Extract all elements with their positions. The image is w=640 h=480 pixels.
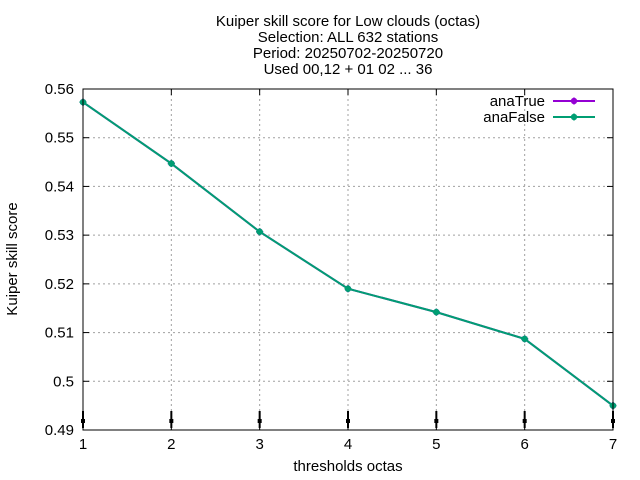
y-tick-label: 0.51 [45,325,74,342]
legend-label-anaTrue: anaTrue [490,93,545,110]
data-point-anaFalse [167,160,175,168]
error-bar-point [169,419,174,423]
error-bar-point [346,419,350,423]
y-tick-label: 0.49 [45,422,74,439]
y-tick-label: 0.5 [53,373,74,390]
error-bar-point [522,419,527,423]
legend-marker-anaFalse [570,113,578,121]
x-tick-label: 3 [255,436,263,453]
x-axis-ticks: 1 2 3 4 5 6 7 [79,89,617,453]
x-tick-label: 4 [344,436,352,453]
x-tick-label: 6 [520,436,528,453]
error-bar-point [434,419,439,423]
title-line-1: Kuiper skill score for Low clouds (octas… [216,13,480,30]
x-tick-label: 5 [432,436,440,453]
y-tick-label: 0.54 [45,178,74,195]
y-axis-label: Kuiper skill score [4,202,21,315]
series [79,98,617,410]
data-point-anaFalse [344,285,352,293]
title-line-3: Period: 20250702-20250720 [253,45,443,62]
title-line-4: Used 00,12 + 01 02 ... 36 [264,61,433,78]
data-point-anaFalse [521,335,529,343]
data-point-anaFalse [432,308,440,316]
x-axis-label: thresholds octas [293,458,402,475]
error-bar-point [257,419,262,423]
x-tick-label: 2 [167,436,175,453]
y-axis-ticks: 0.49 0.5 0.51 0.52 0.53 0.54 0.55 0.56 [45,81,613,439]
x-tick-label: 7 [609,436,617,453]
y-tick-label: 0.53 [45,227,74,244]
title-line-2: Selection: ALL 632 stations [258,29,438,46]
data-point-anaFalse [256,228,264,236]
legend-label-anaFalse: anaFalse [483,109,545,126]
x-tick-label: 1 [79,436,87,453]
chart-title: Kuiper skill score for Low clouds (octas… [216,13,480,78]
y-tick-label: 0.52 [45,276,74,293]
grid [83,89,613,430]
y-tick-label: 0.56 [45,81,74,98]
legend-marker-anaTrue [570,97,578,105]
y-tick-label: 0.55 [45,130,74,147]
